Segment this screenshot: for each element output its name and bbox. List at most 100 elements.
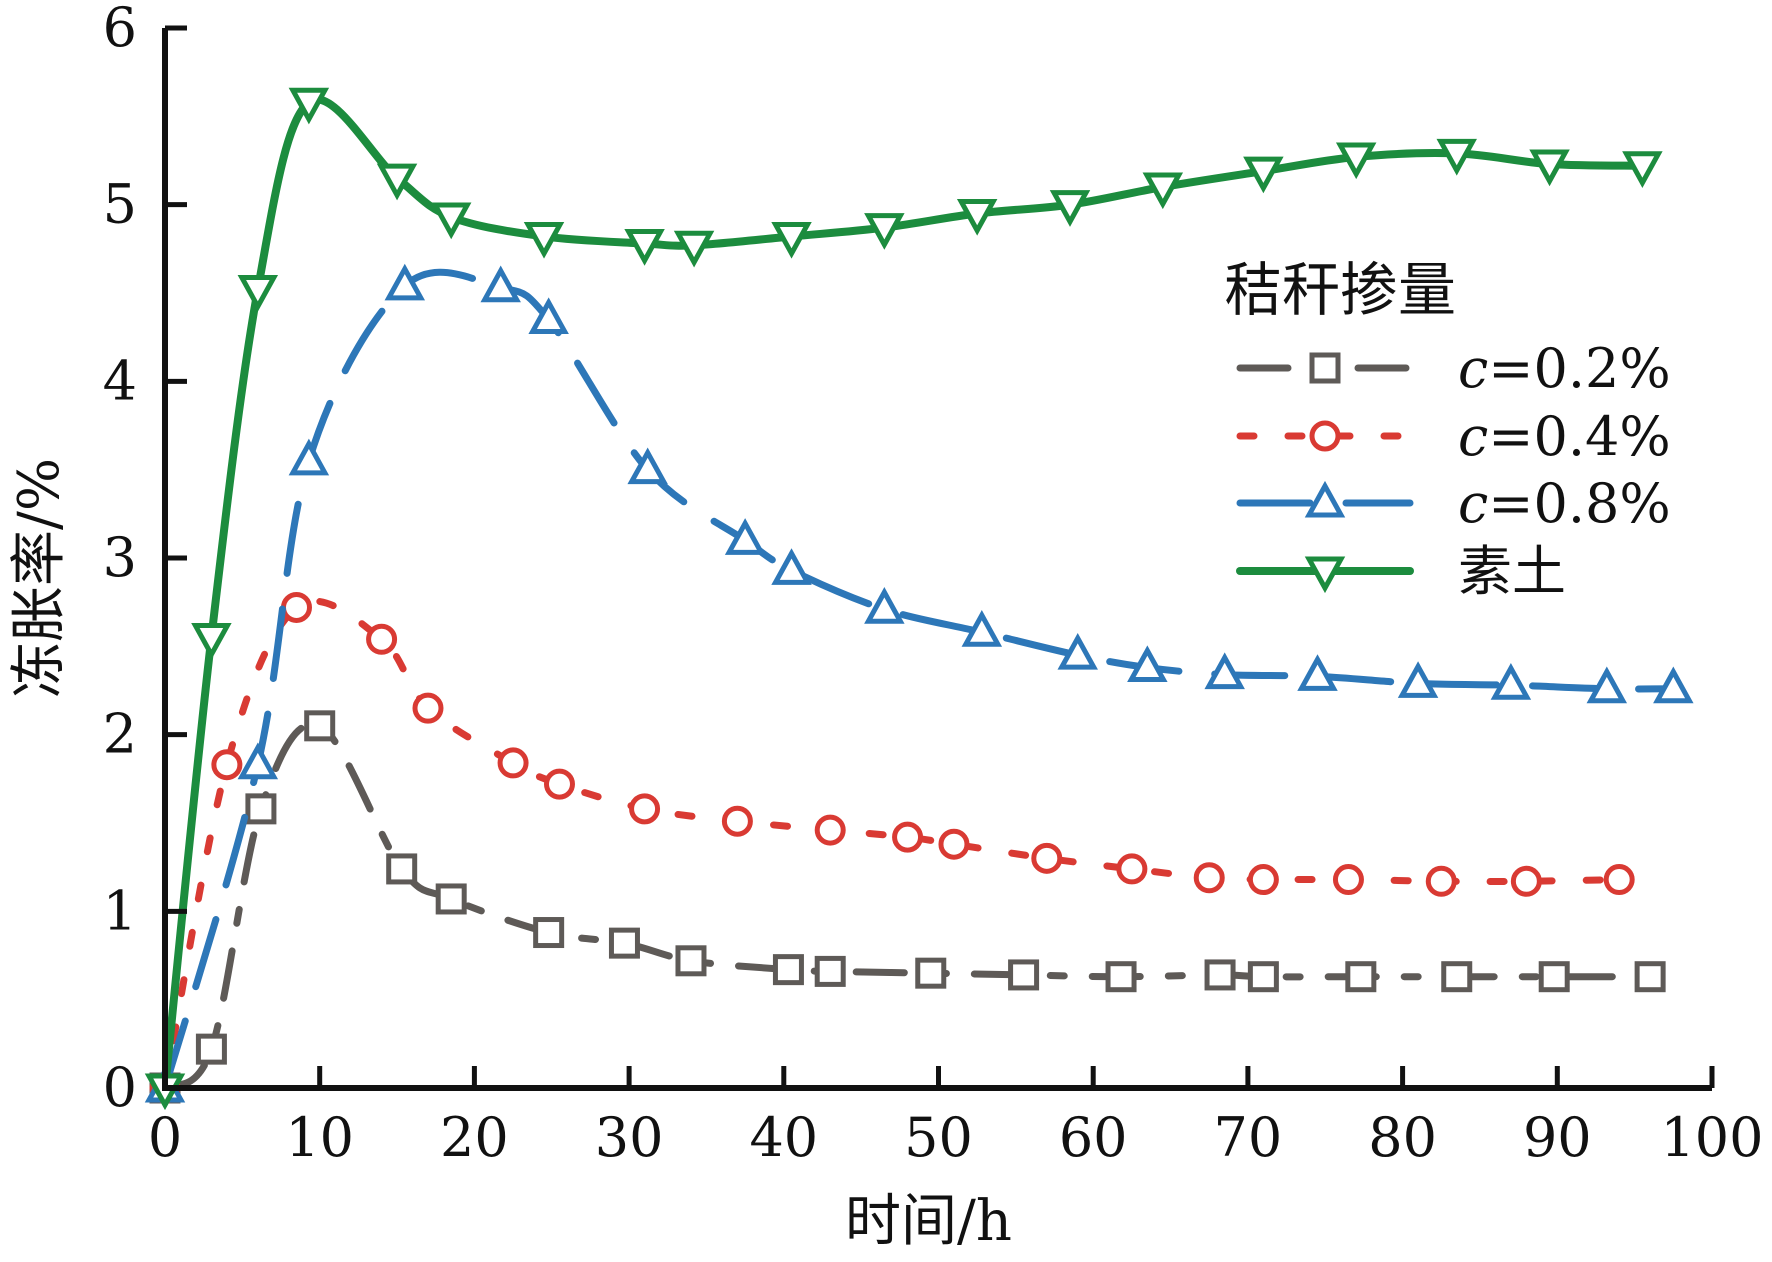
series-plain-soil-line (161, 95, 1647, 1092)
series-c-0-2-point (675, 945, 707, 977)
series-plain-soil-point (1436, 138, 1477, 176)
y-tick-label: 4 (103, 349, 137, 412)
series-c-0-2-point (1008, 959, 1040, 991)
series-c-0-8-point (528, 297, 569, 334)
y-tick-label: 1 (103, 879, 137, 942)
series-plain-soil (144, 87, 1663, 1111)
x-tick-label: 0 (148, 1106, 182, 1169)
x-tick-label: 60 (1059, 1106, 1128, 1169)
series-c-0-4-point (497, 747, 529, 779)
axes: 0 10 20 30 40 50 60 70 80 90 100 0 1 2 3 4 5 6 (103, 0, 1764, 1169)
series-c-0-8-point (627, 447, 668, 485)
y-ticks: 0 1 2 3 4 5 6 (103, 0, 187, 1119)
series-c-0-2-point (1105, 961, 1137, 993)
series-plain-soil-point (1142, 172, 1184, 210)
series-c-0-2-line (161, 720, 1654, 1092)
series-c-0-4-point (366, 623, 398, 655)
series-plain-soil-point (1243, 156, 1284, 194)
series-c-0-4 (149, 591, 1635, 1104)
legend-item-c-0-8-label: c=0.8% (1458, 472, 1671, 535)
series-c-0-4-point (938, 828, 970, 860)
y-tick-label: 3 (103, 526, 137, 589)
x-tick-label: 100 (1660, 1106, 1763, 1169)
series-c-0-4-point (1510, 865, 1542, 897)
x-tick-label: 10 (285, 1106, 354, 1169)
series-c-0-4-line (161, 597, 1623, 1092)
series-plain-soil-point (771, 221, 812, 259)
legend-item-c-0-4-label: c=0.4% (1458, 405, 1671, 468)
legend: 秸秆掺量 c=0.2%c=0.4%c=0.8%素土 (1224, 256, 1671, 603)
series-plain-soil-point (864, 213, 905, 250)
series-plain-soil-point (624, 229, 665, 266)
x-tick-label: 50 (904, 1106, 973, 1169)
legend-title: 秸秆掺量 (1224, 256, 1456, 324)
series-c-0-8-point (1204, 652, 1245, 690)
series-c-0-2-point (304, 710, 336, 742)
legend-item-c-0-4-swatch-marker (1309, 420, 1341, 452)
series-c-0-2-point (814, 955, 846, 987)
y-tick-label: 2 (103, 703, 137, 766)
series-c-0-8-point (237, 742, 279, 780)
series-plain-soil-point (1049, 190, 1091, 227)
series-plain-soil-point (430, 202, 472, 240)
series-c-0-2 (149, 710, 1666, 1104)
y-axis-title: 冻胀率/% (7, 458, 72, 698)
series-plain-soil-point (956, 199, 998, 236)
series-c-0-4-point (1332, 864, 1364, 896)
series-c-0-4-point (1116, 853, 1148, 885)
series-c-0-8-point (480, 265, 521, 303)
series-c-0-4-point (1193, 862, 1225, 894)
series-plain-soil-point (1529, 149, 1570, 187)
x-tick-label: 90 (1523, 1106, 1592, 1169)
series-c-0-2-point (1345, 961, 1377, 993)
series-plain-soil-point (191, 623, 232, 660)
x-tick-label: 80 (1368, 1106, 1437, 1169)
legend-item-plain-soil-label: 素土 (1458, 540, 1566, 603)
series-c-0-8-point (1653, 666, 1694, 704)
series-plain-soil-point (1622, 151, 1663, 188)
series-c-0-4-point (1031, 842, 1063, 874)
x-tick-label: 30 (595, 1106, 664, 1169)
series-plain-soil-point (237, 274, 279, 312)
series-c-0-2-point (386, 853, 418, 885)
series-c-0-4-point (814, 814, 846, 846)
series-c-0-4-point (211, 749, 243, 781)
series-plain-soil-point (523, 221, 565, 259)
series-plain-soil-point (673, 230, 715, 268)
series-plain-soil-point (288, 87, 330, 125)
x-tick-label: 40 (749, 1106, 818, 1169)
series-c-0-8-point (724, 518, 766, 555)
legend-item-c-0-2: c=0.2% (1236, 337, 1671, 400)
legend-item-plain-soil-swatch-marker (1304, 556, 1346, 594)
series-c-0-2-point (1441, 961, 1473, 993)
series-c-0-8-point (961, 610, 1003, 647)
series-c-0-4-point (543, 768, 575, 800)
series-c-0-2-point (915, 957, 947, 989)
series-c-0-8-point (771, 548, 812, 585)
legend-item-c-0-8-swatch-marker (1304, 480, 1346, 518)
series-c-0-8-point (864, 587, 905, 624)
series-c-0-8-point (1297, 654, 1338, 691)
series-c-0-2-point (245, 793, 277, 825)
x-ticks: 0 10 20 30 40 50 60 70 80 90 100 (148, 1066, 1764, 1169)
series-c-0-4-point (280, 591, 312, 623)
series-c-0-8-point (1057, 632, 1098, 670)
series-c-0-2-point (435, 883, 467, 915)
series-c-0-8-point (288, 438, 330, 476)
series-c-0-4-point (721, 805, 753, 837)
legend-item-c-0-4: c=0.4% (1236, 405, 1671, 468)
series-c-0-4-point (1425, 865, 1457, 897)
series-plain-soil-point (376, 163, 418, 201)
legend-item-c-0-8: c=0.8% (1236, 472, 1671, 535)
series-c-0-8-point (1397, 661, 1439, 698)
series-c-0-8-point (1586, 666, 1628, 704)
series-c-0-2-point (1204, 959, 1236, 991)
series-c-0-4-point (412, 692, 444, 724)
y-tick-label: 0 (103, 1056, 137, 1119)
x-tick-label: 20 (440, 1106, 509, 1169)
series-c-0-2-point (608, 927, 640, 959)
series-c-0-4-point (1603, 864, 1635, 896)
y-tick-label: 6 (103, 0, 137, 59)
series-c-0-2-point (772, 954, 804, 986)
